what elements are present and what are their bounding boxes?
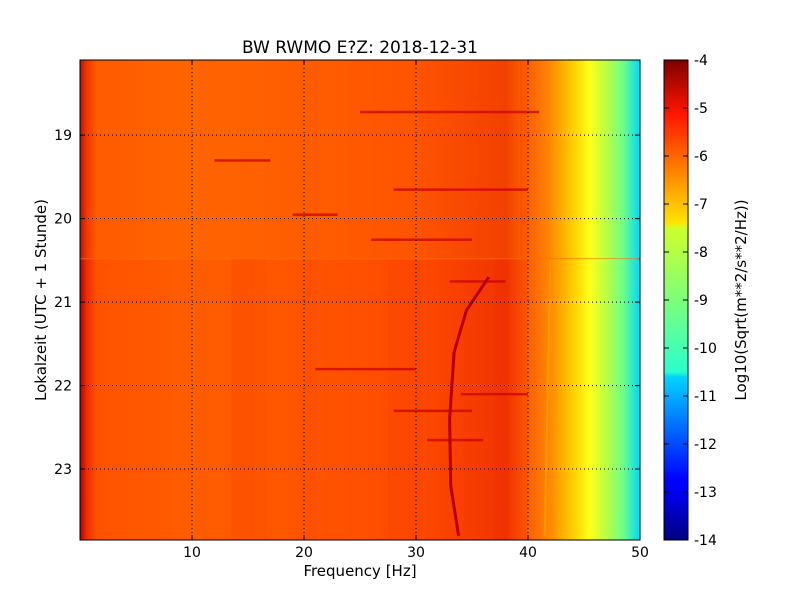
spectral-line [449,280,506,283]
spectral-lines [214,110,540,442]
x-tick-label: 20 [295,545,313,561]
spectral-features [80,258,640,537]
spectral-line [427,438,484,442]
y-axis-ticks: 19 20 21 22 23 [54,128,640,478]
colorbar-tick-label: -13 [694,485,717,501]
spectral-line [393,409,472,413]
y-tick-label: 20 [54,212,72,228]
frequency-band [253,258,268,540]
x-axis-label: Frequency [Hz] [303,562,416,580]
colorbar-tick-label: -9 [694,293,708,309]
colorbar-tick-label: -6 [694,149,708,165]
y-tick-label: 23 [54,462,72,478]
colorbar-tick-label: -10 [694,341,717,357]
colorbar-tick-label: -4 [694,53,708,69]
drifting-tone [448,276,491,537]
colorbar-tick-label: -7 [694,197,708,213]
quiet-period-overlay [80,60,520,260]
frequency-band [298,258,316,540]
frequency-bands [231,258,528,540]
spectral-line [315,367,416,371]
plot-frame [79,59,641,541]
colorbar-tick-label: -12 [694,437,717,453]
spectral-line [214,159,271,162]
x-tick-label: 50 [631,545,649,561]
grid-lines [80,60,640,540]
x-tick-label: 10 [183,545,201,561]
spectral-line [292,213,338,216]
frequency-band [231,258,254,540]
steady-tone [543,260,552,536]
colorbar-tick-label: -5 [694,101,708,117]
colorbar-ticks: -4 -5 -6 -7 -8 -9 -10 -11 -12 -13 -14 [664,53,717,549]
y-tick-label: 21 [54,295,72,311]
colorbar-tick-label: -8 [694,245,708,261]
x-tick-label: 30 [407,545,425,561]
colorbar-tick-label: -14 [694,533,717,549]
x-axis-ticks: 10 20 30 40 50 [183,60,649,561]
spectral-line [393,188,528,191]
colorbar-label: Log10(Sqrt(m**2/s**2/Hz)) [732,199,750,400]
frequency-band [388,258,422,540]
colorbar-tick-label: -11 [694,389,717,405]
spectral-line [360,110,540,114]
spectral-line [460,392,528,396]
frequency-band [494,258,528,540]
chart-title: BW RWMO E?Z: 2018-12-31 [242,38,478,58]
spectral-line [371,238,472,241]
y-axis-label: Lokalzeit (UTC + 1 Stunde) [32,199,50,401]
plot-area [80,60,640,540]
y-tick-label: 19 [54,128,72,144]
y-tick-label: 22 [54,379,72,395]
x-tick-label: 40 [519,545,537,561]
